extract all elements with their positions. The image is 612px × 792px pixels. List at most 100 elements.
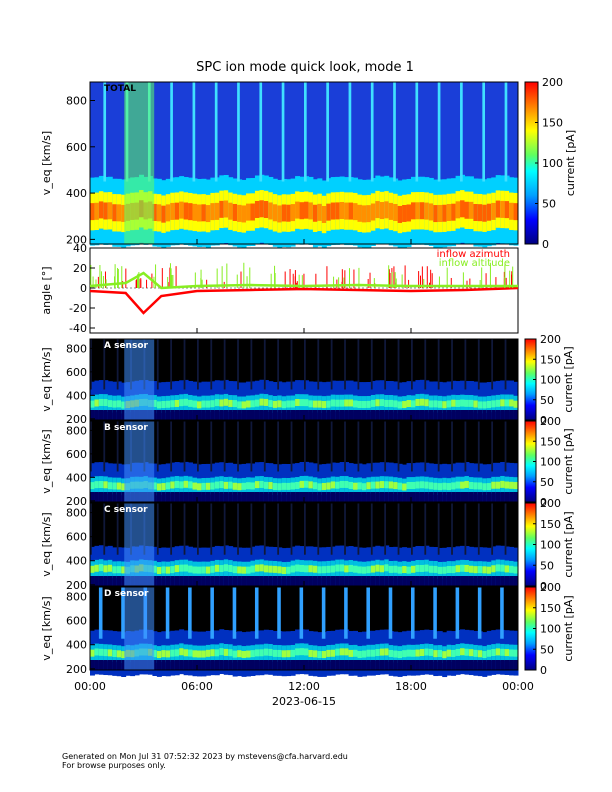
heatmap-cell xyxy=(183,503,186,555)
heatmap-cell xyxy=(201,204,207,222)
heatmap-cell xyxy=(103,202,109,220)
heatmap-cell xyxy=(210,410,216,420)
heatmap-cell xyxy=(290,410,296,420)
heatmap-cell xyxy=(179,399,185,407)
heatmap-cell xyxy=(379,481,385,489)
heatmap-cell xyxy=(504,503,507,555)
heatmap-cell xyxy=(361,400,367,408)
heatmap-cell xyxy=(219,576,225,586)
heatmap-cell xyxy=(263,410,269,420)
heatmap-cell xyxy=(281,492,287,502)
colorbar-tick-label: 200 xyxy=(540,581,561,594)
heatmap-cell xyxy=(263,565,269,573)
heatmap-cell xyxy=(237,503,239,555)
heatmap-cell xyxy=(286,650,292,658)
colorbar-tick-label: 150 xyxy=(540,518,561,531)
heatmap-cell xyxy=(397,339,400,390)
heatmap-cell xyxy=(214,82,218,182)
heatmap-cell xyxy=(192,650,198,658)
heatmap-cell xyxy=(165,650,171,658)
heatmap-cell xyxy=(161,492,167,502)
heatmap-cell xyxy=(107,564,113,572)
heatmap-cell xyxy=(107,482,113,490)
heatmap-cell xyxy=(121,660,127,670)
heatmap-cell xyxy=(201,566,207,574)
heatmap-cell xyxy=(299,492,305,502)
y-axis-label: v_eq [km/s] xyxy=(40,596,53,660)
heatmap-cell xyxy=(205,400,211,408)
heatmap-cell xyxy=(353,410,358,420)
heatmap-cell xyxy=(210,503,213,555)
heatmap-cell xyxy=(335,399,341,407)
heatmap-cell xyxy=(304,576,309,586)
heatmap-cell xyxy=(366,576,372,586)
heatmap-cell xyxy=(183,202,189,220)
heatmap-cell xyxy=(455,492,461,502)
heatmap-cell xyxy=(308,410,314,420)
heatmap-cell xyxy=(161,483,167,491)
heatmap-cell xyxy=(205,492,211,502)
heatmap-cell xyxy=(188,576,194,586)
heatmap-cell xyxy=(375,201,381,219)
heatmap-cell xyxy=(290,482,296,490)
colorbar-tick-label: 50 xyxy=(540,559,554,572)
heatmap-cell xyxy=(116,650,122,658)
heatmap-cell xyxy=(353,203,358,221)
heatmap-cell xyxy=(406,410,412,420)
footer-note: For browse purposes only. xyxy=(62,761,166,770)
heatmap-cell xyxy=(121,651,127,659)
heatmap-cell xyxy=(219,492,225,502)
heatmap-cell xyxy=(223,564,229,572)
heatmap-cell xyxy=(446,566,452,574)
heatmap-cell xyxy=(201,492,207,502)
heatmap-cell xyxy=(402,566,408,574)
heatmap-cell xyxy=(388,481,394,489)
heatmap-cell xyxy=(370,492,376,502)
heatmap-cell xyxy=(308,649,314,657)
heatmap-cell xyxy=(232,660,238,670)
heatmap-cell xyxy=(116,339,119,390)
heatmap-cell xyxy=(433,410,439,420)
heatmap-cell xyxy=(205,660,211,670)
heatmap-cell xyxy=(197,492,202,502)
heatmap-cell xyxy=(437,483,443,491)
x-tick-label: 00:00 xyxy=(502,680,534,693)
y-tick-label: 200 xyxy=(66,579,87,592)
heatmap-cell xyxy=(397,566,403,574)
heatmap-cell xyxy=(277,576,283,586)
heatmap-cell xyxy=(197,483,202,491)
heatmap-cell xyxy=(442,401,448,409)
panel-label: C sensor xyxy=(104,505,148,515)
heatmap-cell xyxy=(250,203,256,221)
heatmap-cell xyxy=(384,399,390,407)
heatmap-cell xyxy=(348,492,354,502)
colorbar-tick-label: 50 xyxy=(540,394,554,407)
heatmap-cell xyxy=(451,203,457,221)
heatmap-cell xyxy=(241,410,247,420)
heatmap-cell xyxy=(201,576,207,586)
heatmap-cell xyxy=(464,660,470,670)
heatmap-cell xyxy=(286,660,292,670)
heatmap-cell xyxy=(344,410,350,420)
heatmap-cell xyxy=(214,202,220,220)
heatmap-cell xyxy=(286,576,292,586)
heatmap-cell xyxy=(304,492,309,502)
heatmap-cell xyxy=(500,564,506,572)
heatmap-cell xyxy=(241,401,247,409)
heatmap-cell xyxy=(442,410,448,420)
heatmap-cell xyxy=(304,421,306,472)
heatmap-cell xyxy=(107,400,113,408)
heatmap-cell xyxy=(250,503,253,555)
heatmap-cell xyxy=(473,492,479,502)
heatmap-cell xyxy=(468,201,474,219)
heatmap-cell xyxy=(304,201,309,219)
heatmap-cell xyxy=(460,200,465,218)
heatmap-cell xyxy=(330,421,333,472)
heatmap-cell xyxy=(197,576,202,586)
heatmap-cell xyxy=(353,660,358,670)
heatmap-cell xyxy=(304,410,309,420)
heatmap-cell xyxy=(330,399,336,407)
heatmap-cell xyxy=(335,202,341,220)
heatmap-cell xyxy=(295,201,301,219)
colorbar-tick-label: 100 xyxy=(540,539,561,552)
